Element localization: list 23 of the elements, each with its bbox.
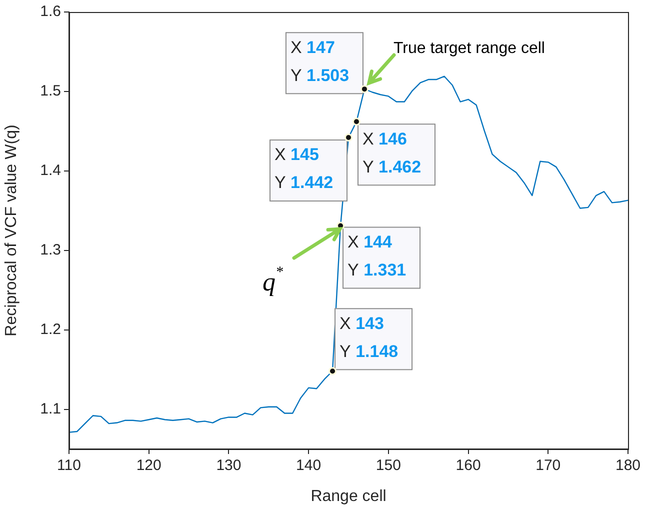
x-tick-label: 160 [456,457,481,474]
annotation: X 144 Y 1.331 [348,232,406,280]
annotation: True target range cell [393,40,545,58]
x-tick-label: 110 [57,457,81,474]
x-tick-label: 150 [376,457,401,474]
x-tick-label: 130 [216,457,242,474]
y-tick-label: 1.5 [40,82,61,100]
x-axis-title: Range cell [310,488,386,505]
annotation: X 147 Y 1.503 [290,38,350,85]
x-tick-label: 120 [136,457,162,474]
x-tick-label: 180 [615,457,641,474]
annotation: X 145 Y 1.442 [274,145,334,192]
x-tick-label: 170 [536,457,561,474]
y-tick-label: 1.6 [40,3,61,20]
annotation: X 146 Y 1.462 [362,129,422,176]
y-axis-title: Reciprocal of VCF value W(q) [3,124,20,336]
x-tick-label: 140 [296,457,322,474]
y-tick-label: 1.1 [40,400,61,418]
y-tick-label: 1.4 [40,162,61,180]
annotation: X 143 Y 1.148 [340,314,398,361]
y-tick-label: 1.2 [40,320,61,338]
annotation: q* [262,264,284,297]
y-tick-label: 1.3 [40,242,61,259]
